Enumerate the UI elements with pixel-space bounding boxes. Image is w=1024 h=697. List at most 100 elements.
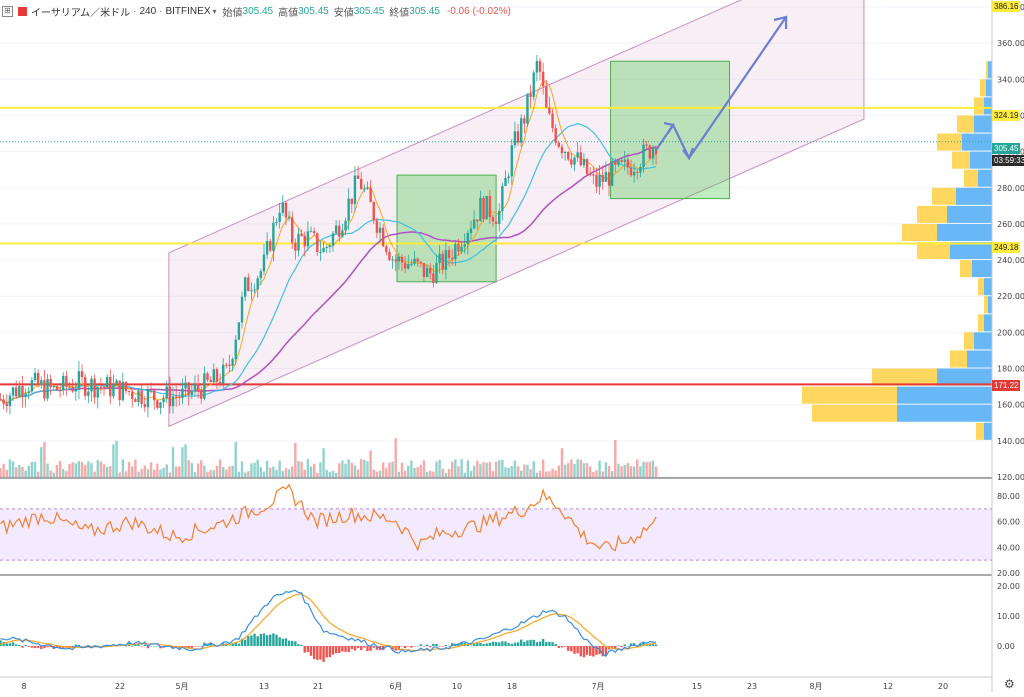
volume-bar	[68, 464, 71, 477]
ascending-channel[interactable]	[168, 0, 865, 428]
macd-histogram-bar	[8, 643, 12, 646]
volume-bar	[99, 461, 103, 477]
candle-body	[96, 387, 99, 398]
symbol-name[interactable]: イーサリアム／米ドル	[31, 7, 131, 19]
level-tag-171[interactable]: 171.22	[992, 380, 1021, 391]
volume-bar	[124, 471, 128, 477]
macd-histogram-bar	[325, 646, 328, 658]
projection-arrows[interactable]	[655, 15, 788, 161]
candle-body	[306, 231, 310, 247]
volume-bar	[256, 459, 259, 477]
volume-bar	[397, 471, 401, 477]
candle-body	[425, 267, 429, 277]
macd-histogram-bar	[447, 645, 451, 647]
volume-bar	[639, 466, 642, 477]
macd-histogram-bar	[131, 646, 134, 647]
candlestick-series[interactable]	[0, 54, 658, 418]
candle-body	[287, 217, 291, 219]
macd-histogram-bar	[275, 634, 278, 646]
volume-bar	[291, 466, 294, 477]
volume-bar	[554, 470, 557, 477]
volume-bar	[24, 470, 27, 477]
macd-histogram-bar	[68, 646, 71, 648]
chevron-down-icon[interactable]: ▾	[212, 6, 217, 16]
candle-body	[476, 219, 479, 222]
candle-body	[532, 72, 535, 97]
volume-bar	[585, 463, 589, 477]
macd-histogram-bar	[610, 646, 614, 648]
macd-line[interactable]	[0, 589, 657, 658]
candle-body	[545, 86, 548, 108]
volume-profile-sell	[947, 205, 992, 223]
volume-bar	[601, 471, 604, 477]
candle-body	[269, 241, 272, 251]
macd-histogram-bar	[526, 640, 529, 646]
macd-histogram-bar	[190, 646, 194, 648]
volume-bar	[504, 467, 507, 477]
time-axis[interactable]: 8 22 5月 13 21 6月 10 18 7月 15 23 8月 12 20	[21, 682, 948, 691]
macd-histogram-bar	[212, 644, 215, 646]
volume-bar	[265, 460, 269, 477]
volume-bar	[58, 460, 62, 477]
volume-profile-sell	[937, 368, 992, 386]
volume-bar	[510, 465, 513, 477]
time-tick: 23	[747, 682, 757, 691]
macd-histogram-bar	[43, 646, 46, 649]
candle-body	[99, 387, 103, 389]
volume-bar	[174, 466, 178, 477]
candle-body	[203, 373, 206, 399]
volume-bar	[479, 464, 482, 477]
volume-bar	[146, 469, 150, 477]
plus-box-icon[interactable]: ⊞	[2, 5, 13, 17]
volume-bar	[488, 462, 492, 477]
volume-bar	[240, 461, 244, 477]
volume-bar	[11, 461, 15, 477]
candle-body	[560, 146, 564, 154]
volume-bar	[228, 466, 231, 477]
macd-histogram-bar	[479, 642, 482, 646]
candle-body	[648, 145, 651, 159]
macd-histogram-bar	[291, 640, 294, 646]
candle-body	[102, 387, 106, 389]
level-tag-249[interactable]: 249.18	[992, 242, 1021, 253]
volume-bar	[319, 462, 322, 477]
volume-bar	[432, 471, 435, 477]
volume-bar	[403, 470, 407, 477]
candle-body	[200, 390, 203, 399]
candle-body	[228, 364, 231, 366]
candle-body	[190, 390, 194, 395]
macd-histogram-bar	[262, 633, 266, 646]
candle-body	[46, 379, 49, 399]
macd-histogram-bar	[614, 646, 617, 650]
volume-profile	[802, 61, 992, 440]
volume-profile-sell	[988, 61, 992, 79]
candle-body	[291, 217, 294, 243]
candle-body	[131, 391, 134, 399]
macd-histogram-bar	[601, 646, 604, 657]
macd-histogram-bar	[429, 646, 432, 648]
level-tag-324[interactable]: 324.19	[992, 110, 1021, 121]
macd-histogram-bar	[507, 643, 510, 646]
candle-body	[196, 384, 200, 391]
candle-body	[284, 202, 288, 218]
volume-bar	[181, 447, 184, 477]
volume-bar	[582, 463, 586, 477]
volume-profile-buy	[984, 296, 988, 314]
candle-body	[378, 227, 382, 233]
candle-body	[369, 187, 372, 203]
macd-histogram-bar	[347, 646, 350, 653]
rsi-line[interactable]	[0, 483, 657, 552]
current-price-tag: 305.45	[992, 143, 1021, 154]
macd-histogram-bar	[146, 646, 150, 649]
gear-icon[interactable]: ⚙	[1004, 677, 1015, 691]
candle-body	[146, 389, 150, 408]
macd-histogram-bar	[466, 644, 470, 646]
exchange: BITFINEX	[165, 5, 211, 17]
time-tick: 18	[507, 682, 517, 691]
interval[interactable]: 240	[139, 5, 157, 17]
candle-body	[237, 322, 241, 340]
price-tick: 160.00	[997, 401, 1024, 410]
level-tag-386[interactable]: 386.16	[992, 1, 1021, 12]
volume-bar	[40, 447, 43, 477]
